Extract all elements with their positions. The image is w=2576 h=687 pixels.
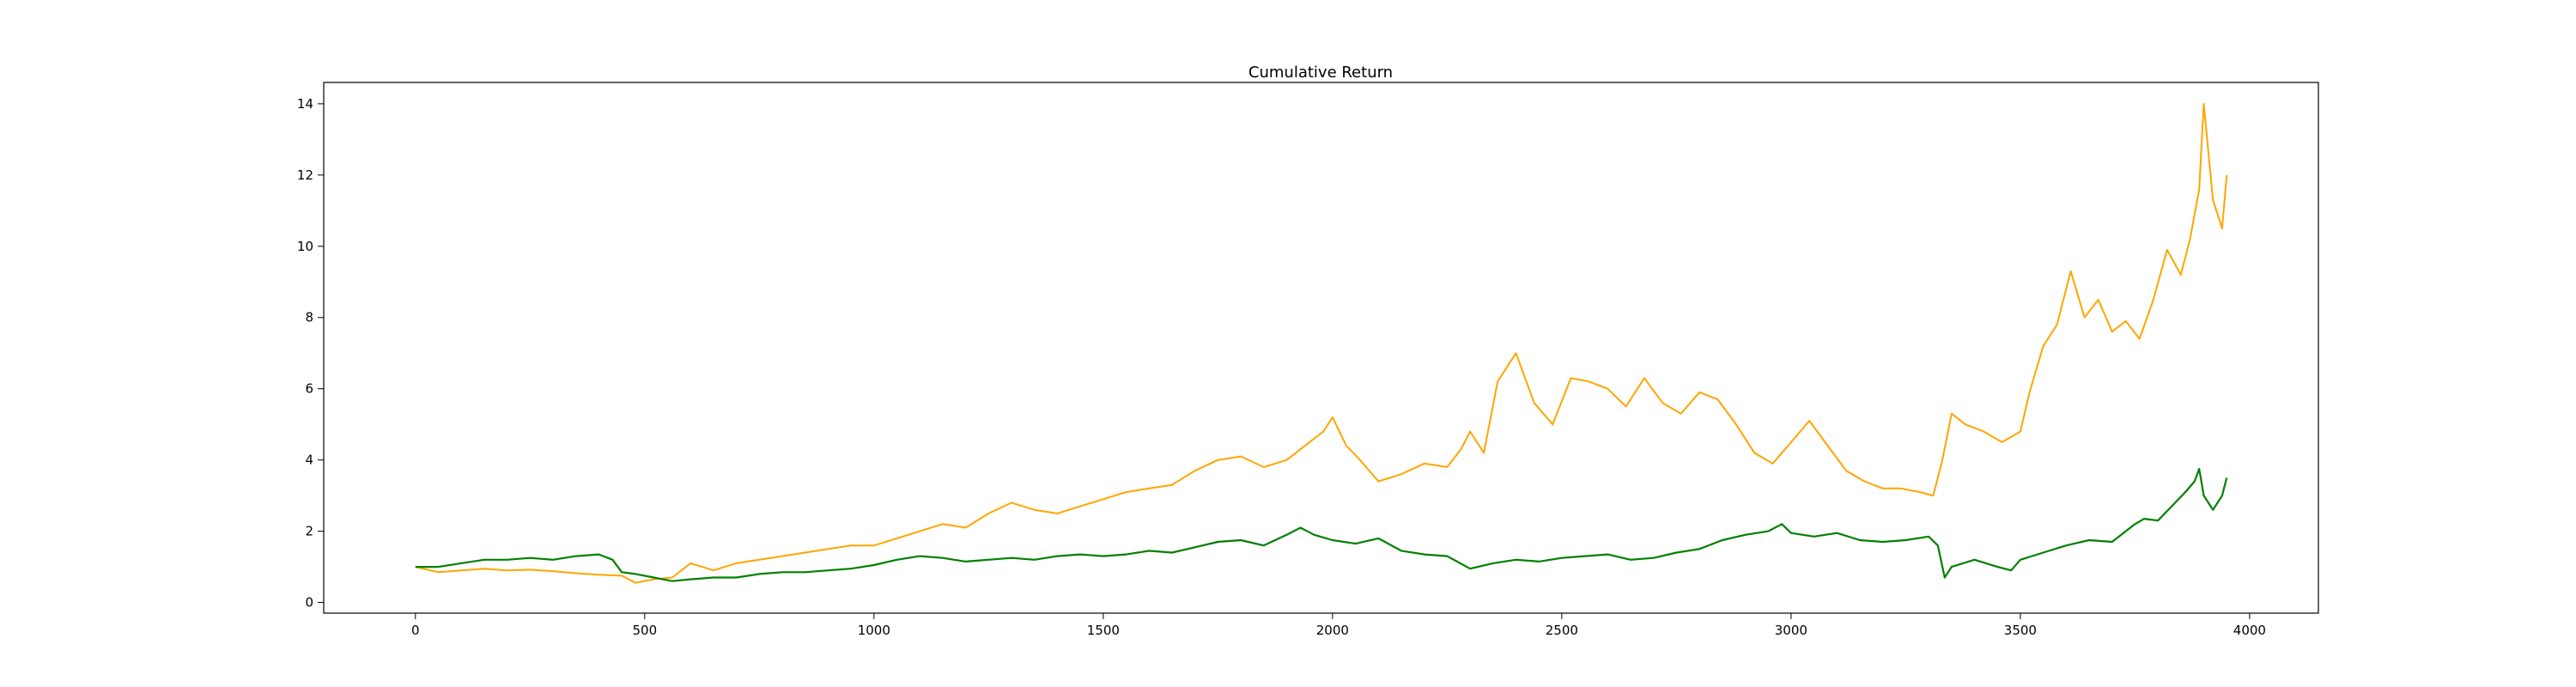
y-tick-label: 10 xyxy=(297,239,313,254)
y-tick-label: 2 xyxy=(305,524,313,539)
x-tick-label: 4000 xyxy=(2233,623,2266,638)
chart-title: Cumulative Return xyxy=(1249,64,1393,82)
series-line-2 xyxy=(415,467,2228,582)
y-tick-label: 4 xyxy=(305,453,313,468)
x-tick-label: 500 xyxy=(632,623,657,638)
y-tick-label: 0 xyxy=(305,595,313,611)
x-tick-label: 1000 xyxy=(858,623,890,638)
y-tick-label: 12 xyxy=(297,167,313,183)
x-tick-label: 2500 xyxy=(1546,623,1578,638)
y-axis: 0 2 4 6 8 10 12 14 xyxy=(297,96,324,611)
x-tick-label: 0 xyxy=(411,623,420,638)
y-tick-label: 6 xyxy=(305,381,313,397)
y-tick-label: 14 xyxy=(297,96,313,112)
x-tick-label: 1500 xyxy=(1087,623,1120,638)
plot-frame xyxy=(323,82,2319,614)
x-tick-label: 3500 xyxy=(2004,623,2037,638)
plot-lines xyxy=(415,102,2228,584)
x-axis: 0 500 1000 1500 2000 2500 3000 3500 4000 xyxy=(411,613,2266,638)
y-tick-label: 8 xyxy=(305,310,313,325)
x-tick-label: 2000 xyxy=(1316,623,1349,638)
x-tick-label: 3000 xyxy=(1775,623,1807,638)
series-line-1 xyxy=(415,102,2228,584)
